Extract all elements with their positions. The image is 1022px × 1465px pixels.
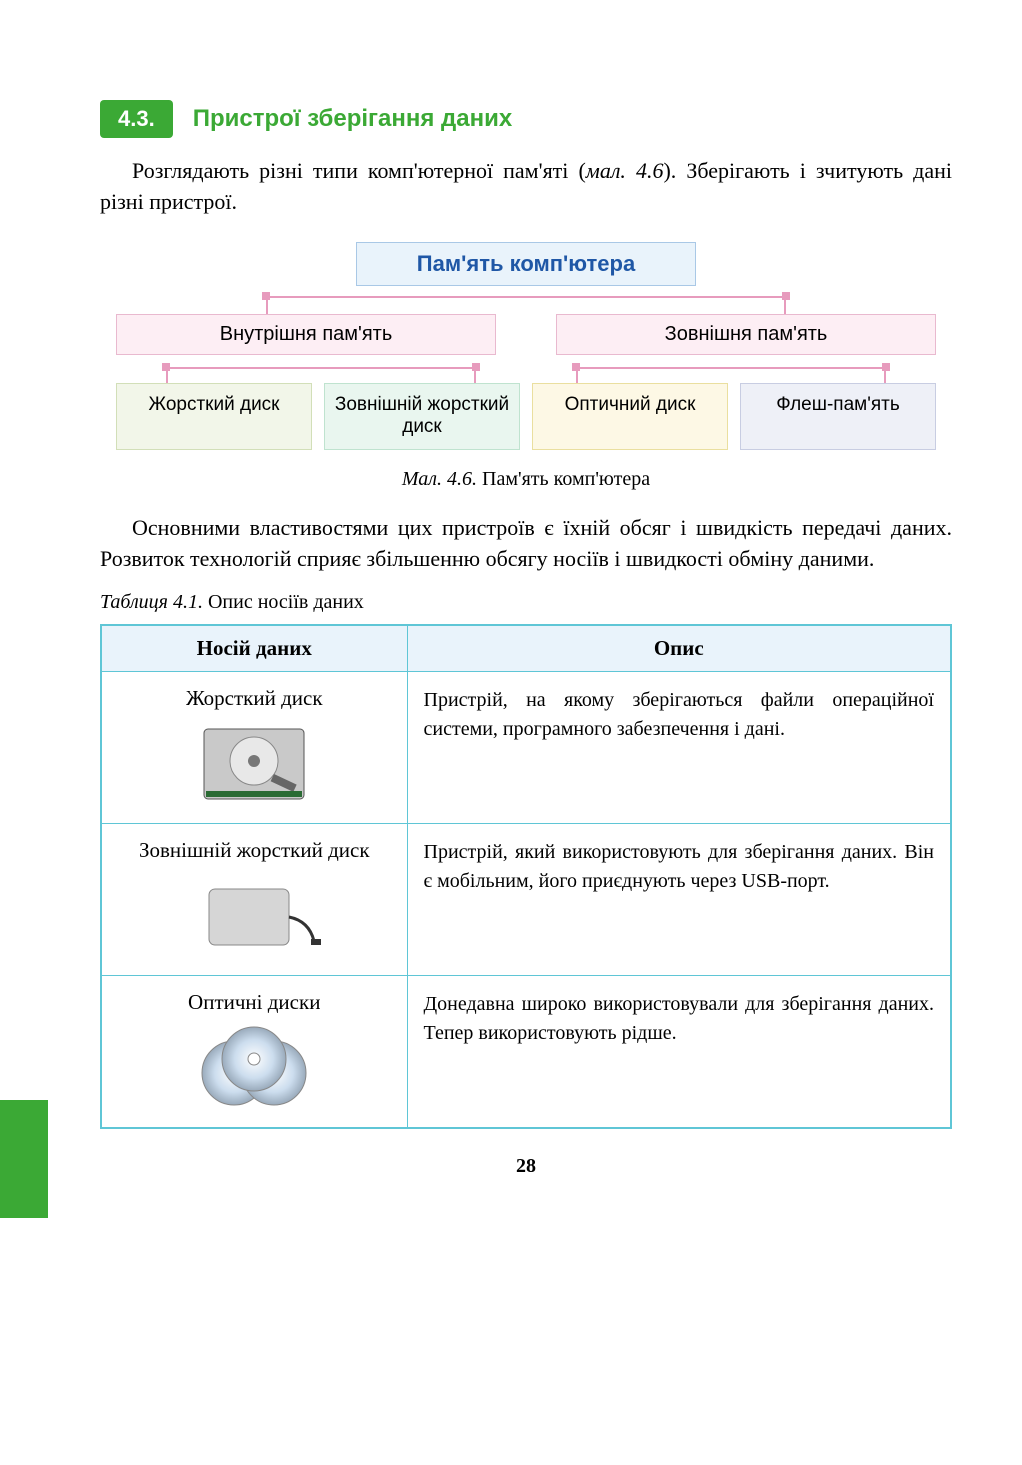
diagram-node-flash: Флеш-пам'ять bbox=[740, 383, 936, 451]
memory-hierarchy-diagram: Пам'ять комп'ютера Внутрішня пам'ять Зов… bbox=[116, 242, 936, 451]
table-cell-media: Оптичні диски bbox=[101, 975, 407, 1128]
table-header-desc: Опис bbox=[407, 625, 951, 672]
page-number: 28 bbox=[100, 1155, 952, 1178]
diagram-node-hdd: Жорсткий диск bbox=[116, 383, 312, 451]
table-cell-desc: Пристрій, який використовують для зберіг… bbox=[407, 823, 951, 975]
hdd-icon bbox=[118, 719, 391, 809]
table-header-media: Носій даних bbox=[101, 625, 407, 672]
diagram-level2-row: Внутрішня пам'ять Зовнішня пам'ять bbox=[116, 314, 936, 355]
diagram-level3-row: Жорсткий диск Зовнішній жорсткий диск Оп… bbox=[116, 383, 936, 451]
intro-text-pre: Розглядають різні типи комп'ютерної пам'… bbox=[132, 158, 586, 183]
table-caption-number: Таблиця 4.1. bbox=[100, 591, 203, 613]
table-row: Оптичні диски Донедавна широко використов… bbox=[101, 975, 951, 1128]
figure-caption: Мал. 4.6. Пам'ять комп'ютера bbox=[100, 468, 952, 491]
diagram-node-optical: Оптичний диск bbox=[532, 383, 728, 451]
media-name: Оптичні диски bbox=[118, 990, 391, 1015]
storage-media-table: Носій даних Опис Жорсткий диск Пристрій, … bbox=[100, 624, 952, 1129]
table-caption: Таблиця 4.1. Опис носіїв даних bbox=[100, 591, 952, 614]
section-header: 4.3. Пристрої зберігання даних bbox=[100, 100, 952, 138]
table-cell-desc: Донедавна широко використовували для збе… bbox=[407, 975, 951, 1128]
diagram-node-internal-memory: Внутрішня пам'ять bbox=[116, 314, 496, 355]
section-number-badge: 4.3. bbox=[100, 100, 173, 138]
table-caption-text: Опис носіїв даних bbox=[203, 591, 364, 613]
table-cell-desc: Пристрій, на якому зберігаються файли оп… bbox=[407, 671, 951, 823]
media-name: Жорсткий диск bbox=[118, 686, 391, 711]
media-name: Зовнішній жорсткий диск bbox=[118, 838, 391, 863]
diagram-root-node: Пам'ять комп'ютера bbox=[356, 242, 696, 286]
diagram-node-external-memory: Зовнішня пам'ять bbox=[556, 314, 936, 355]
cd-icon bbox=[118, 1023, 391, 1113]
figure-caption-number: Мал. 4.6. bbox=[402, 468, 477, 490]
diagram-connector-l1 bbox=[206, 286, 846, 314]
diagram-node-ext-hdd: Зовнішній жорсткий диск bbox=[324, 383, 520, 451]
diagram-connector-l2 bbox=[116, 355, 936, 383]
section-title: Пристрої зберігання даних bbox=[193, 105, 513, 133]
table-cell-media: Зовнішній жорсткий диск bbox=[101, 823, 407, 975]
intro-paragraph: Розглядають різні типи комп'ютерної пам'… bbox=[100, 156, 952, 218]
table-header-row: Носій даних Опис bbox=[101, 625, 951, 672]
figure-caption-text: Пам'ять комп'ютера bbox=[477, 468, 650, 490]
paragraph-properties: Основними властивостями цих пристроїв є … bbox=[100, 513, 952, 575]
table-row: Жорсткий диск Пристрій, на якому зберігаю… bbox=[101, 671, 951, 823]
table-cell-media: Жорсткий диск bbox=[101, 671, 407, 823]
figure-reference: мал. 4.6 bbox=[586, 158, 664, 183]
ext-hdd-icon bbox=[118, 871, 391, 961]
table-row: Зовнішній жорсткий диск Пристрій, який ви… bbox=[101, 823, 951, 975]
page-side-strip bbox=[0, 40, 48, 1218]
